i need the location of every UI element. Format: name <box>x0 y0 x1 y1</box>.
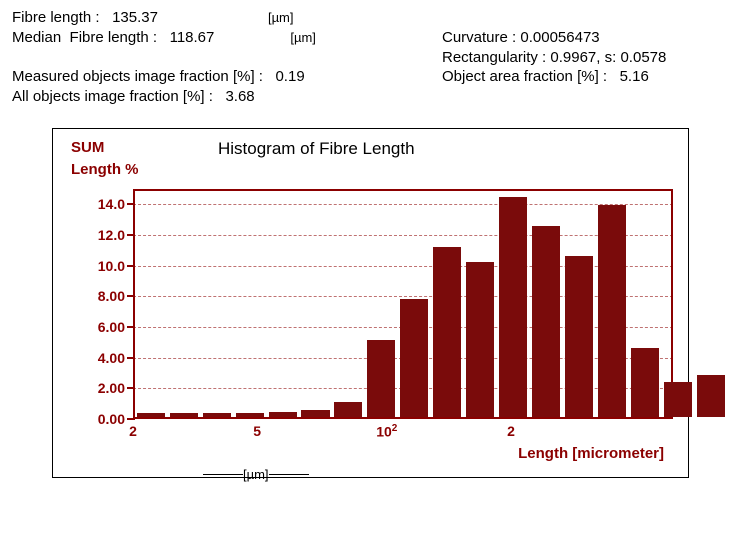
measured-row: Measured objects image fraction [%] : 0.… <box>12 67 442 87</box>
histogram-bar <box>236 413 264 417</box>
x-tick-label: 102 <box>376 423 397 440</box>
object-area-label: Object area fraction [%] : <box>442 67 607 87</box>
rectangularity-label: Rectangularity : <box>442 48 546 68</box>
rect-s-label: , s: <box>596 48 616 68</box>
plot-area: 0.002.004.006.008.0010.012.014.0251022 <box>133 189 673 419</box>
y-tick-mark <box>127 357 135 359</box>
curvature-value: 0.00056473 <box>520 28 599 48</box>
x-tick-label: 2 <box>129 423 137 439</box>
histogram-bar <box>697 375 725 417</box>
fibre-length-row: Fibre length : 135.37 [µm] <box>12 8 442 28</box>
y-tick-mark <box>127 387 135 389</box>
y-tick-mark <box>127 295 135 297</box>
all-objects-label: All objects image fraction [%] : <box>12 87 213 107</box>
histogram-bar <box>334 402 362 417</box>
all-objects-value: 3.68 <box>225 87 254 107</box>
x-tick-label: 2 <box>507 423 515 439</box>
y-tick-label: 10.0 <box>77 258 125 274</box>
curvature-label: Curvature : <box>442 28 516 48</box>
histogram-bar <box>137 413 165 417</box>
unit-um-2: [µm] <box>290 30 316 47</box>
object-area-row: Object area fraction [%] : 5.16 <box>442 67 729 87</box>
x-tick-label: 5 <box>253 423 261 439</box>
histogram-bar <box>301 410 329 417</box>
unit-um-1: [µm] <box>268 10 294 27</box>
stats-columns: Fibre length : 135.37 [µm] Median Fibre l… <box>12 8 729 106</box>
y-axis-label: Length % <box>71 161 139 178</box>
histogram-bar <box>565 256 593 417</box>
histogram-bar <box>367 340 395 417</box>
histogram-bar <box>170 413 198 417</box>
y-tick-label: 12.0 <box>77 227 125 243</box>
histogram-bar <box>269 412 297 417</box>
y-tick-mark <box>127 234 135 236</box>
rect-s-value: 0.0578 <box>620 48 666 68</box>
y-tick-label: 14.0 <box>77 196 125 212</box>
histogram-bar <box>664 382 692 417</box>
histogram-bar <box>631 348 659 417</box>
histogram-bar <box>466 262 494 417</box>
fibre-length-value: 135.37 <box>112 8 158 28</box>
footer-unit: [µm] <box>203 467 309 482</box>
histogram-bar <box>532 226 560 417</box>
y-tick-mark <box>127 203 135 205</box>
sum-label: SUM <box>71 139 104 156</box>
stats-panel: Fibre length : 135.37 [µm] Median Fibre l… <box>12 8 729 106</box>
curvature-row: Curvature : 0.00056473 <box>442 28 729 48</box>
median-value: 118.67 <box>170 28 215 48</box>
median-label: Median Fibre length : <box>12 28 157 48</box>
rectangularity-value: 0.9967 <box>550 48 596 68</box>
y-tick-label: 4.00 <box>77 350 125 366</box>
footer-unit-text: [µm] <box>243 467 269 482</box>
histogram-bar <box>400 299 428 417</box>
grid-line <box>133 204 673 205</box>
median-row: Median Fibre length : 118.67 [µm] <box>12 28 442 48</box>
object-area-value: 5.16 <box>620 67 649 87</box>
histogram-bar <box>598 205 626 417</box>
y-tick-label: 0.00 <box>77 411 125 427</box>
y-tick-label: 6.00 <box>77 319 125 335</box>
histogram-bar <box>203 413 231 417</box>
y-tick-mark <box>127 326 135 328</box>
chart-title: Histogram of Fibre Length <box>218 139 415 159</box>
measured-label: Measured objects image fraction [%] : <box>12 67 263 87</box>
x-axis-label: Length [micrometer] <box>518 445 664 462</box>
fibre-length-label: Fibre length : <box>12 8 100 28</box>
measured-value: 0.19 <box>275 67 304 87</box>
y-tick-mark <box>127 265 135 267</box>
y-tick-label: 8.00 <box>77 288 125 304</box>
all-objects-row: All objects image fraction [%] : 3.68 <box>12 87 442 107</box>
histogram-bar <box>433 247 461 417</box>
y-tick-label: 2.00 <box>77 380 125 396</box>
chart-container: SUM Histogram of Fibre Length Length % 0… <box>52 128 689 478</box>
histogram-bar <box>499 197 527 417</box>
stats-left-col: Fibre length : 135.37 [µm] Median Fibre l… <box>12 8 442 106</box>
stats-right-col: Curvature : 0.00056473 Rectangularity : … <box>442 8 729 106</box>
grid-line <box>133 235 673 236</box>
rectangularity-row: Rectangularity : 0.9967, s: 0.0578 <box>442 48 729 68</box>
y-tick-mark <box>127 418 135 420</box>
